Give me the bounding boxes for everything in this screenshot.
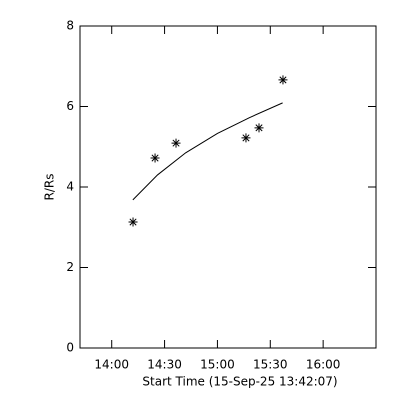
point: [241, 133, 251, 143]
y-tick-label: 4: [66, 180, 74, 194]
x-axis-label: Start Time (15-Sep-25 13:42:07): [142, 375, 337, 389]
point: [128, 217, 138, 227]
plot-frame: [79, 25, 377, 349]
y-tick-label: 8: [66, 19, 74, 33]
y-tick-label: 2: [66, 260, 74, 274]
point: [278, 75, 288, 85]
point: [150, 153, 160, 163]
x-tick-label: 15:00: [200, 358, 235, 372]
x-tick-label: 14:30: [147, 358, 182, 372]
x-tick-label: 15:30: [253, 358, 288, 372]
x-tick-label: 14:00: [94, 358, 129, 372]
point: [171, 138, 181, 148]
x-tick-label: 16:00: [306, 358, 341, 372]
y-tick-label: 6: [66, 99, 74, 113]
point: [254, 123, 264, 133]
fit-curve: [132, 102, 283, 201]
y-axis-label: R/Rs: [43, 174, 57, 201]
y-tick-label: 0: [66, 341, 74, 355]
